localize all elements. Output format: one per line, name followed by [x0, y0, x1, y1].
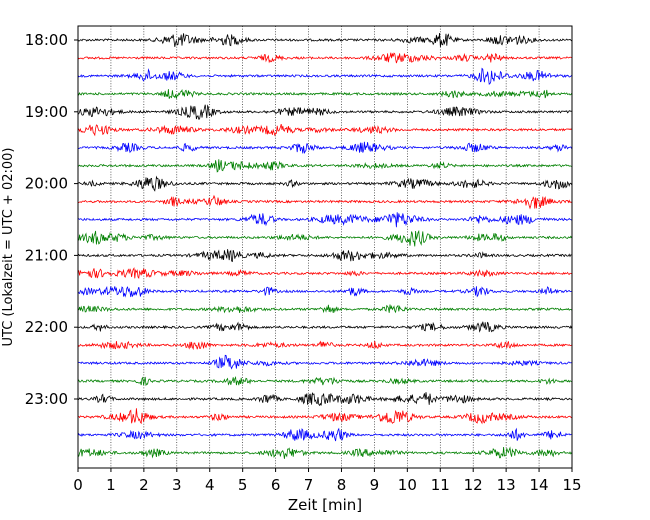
seismic-trace	[77, 89, 572, 99]
seismic-trace	[77, 32, 572, 48]
seismic-trace	[77, 354, 572, 370]
x-tick-label: 11	[431, 476, 450, 494]
seismic-trace	[77, 104, 572, 120]
seismic-trace	[77, 141, 572, 155]
x-tick-label: 6	[271, 476, 281, 494]
x-tick-label: 12	[464, 476, 483, 494]
x-tick-label: 5	[238, 476, 248, 494]
seismic-trace	[77, 408, 572, 425]
x-tick-label: 2	[139, 476, 149, 494]
seismic-trace	[77, 123, 572, 137]
y-tick-label: 22:00	[25, 318, 68, 336]
seismic-traces	[77, 32, 572, 459]
plot-frame	[77, 25, 573, 469]
y-tick-label: 23:00	[25, 390, 68, 408]
x-tick-label: 9	[370, 476, 380, 494]
seismic-trace	[77, 340, 572, 351]
y-tick-label: 19:00	[25, 103, 68, 121]
seismic-trace	[77, 159, 572, 173]
x-axis-ticks: 0 1 2 3 4 5 6 7 8 9 10 11 12 13 14 15	[73, 468, 582, 494]
x-tick-label: 0	[73, 476, 83, 494]
seismic-trace	[77, 175, 572, 192]
x-tick-label: 14	[530, 476, 549, 494]
x-tick-label: 1	[106, 476, 116, 494]
x-tick-label: 7	[304, 476, 314, 494]
x-tick-label: 8	[337, 476, 347, 494]
x-tick-label: 13	[497, 476, 516, 494]
x-tick-label: 15	[562, 476, 581, 494]
y-tick-label: 21:00	[25, 246, 68, 264]
y-axis-ticks: 18:00 19:00 20:00 21:00 22:00 23:00	[25, 31, 78, 408]
seismic-trace	[77, 392, 572, 407]
seismic-trace	[77, 67, 572, 85]
x-tick-label: 4	[205, 476, 215, 494]
seismic-trace	[77, 446, 572, 459]
x-tick-label: 10	[398, 476, 417, 494]
vertical-grid	[110, 26, 540, 468]
seismic-trace	[77, 194, 572, 210]
seismic-trace	[77, 286, 572, 298]
seismic-trace	[77, 52, 572, 64]
seismic-trace	[77, 321, 572, 333]
seismic-trace	[77, 249, 572, 263]
seismic-trace	[77, 212, 572, 228]
x-axis-label: Zeit [min]	[288, 496, 362, 514]
seismic-trace	[77, 267, 572, 280]
y-tick-label: 18:00	[25, 31, 68, 49]
y-axis-label: UTC (Lokalzeit = UTC + 02:00)	[1, 148, 16, 347]
x-tick-label: 3	[172, 476, 182, 494]
seismic-trace	[77, 376, 572, 387]
seismic-trace	[77, 229, 572, 247]
seismic-trace	[77, 427, 572, 442]
seismic-trace	[77, 304, 572, 314]
y-tick-label: 20:00	[25, 175, 68, 193]
